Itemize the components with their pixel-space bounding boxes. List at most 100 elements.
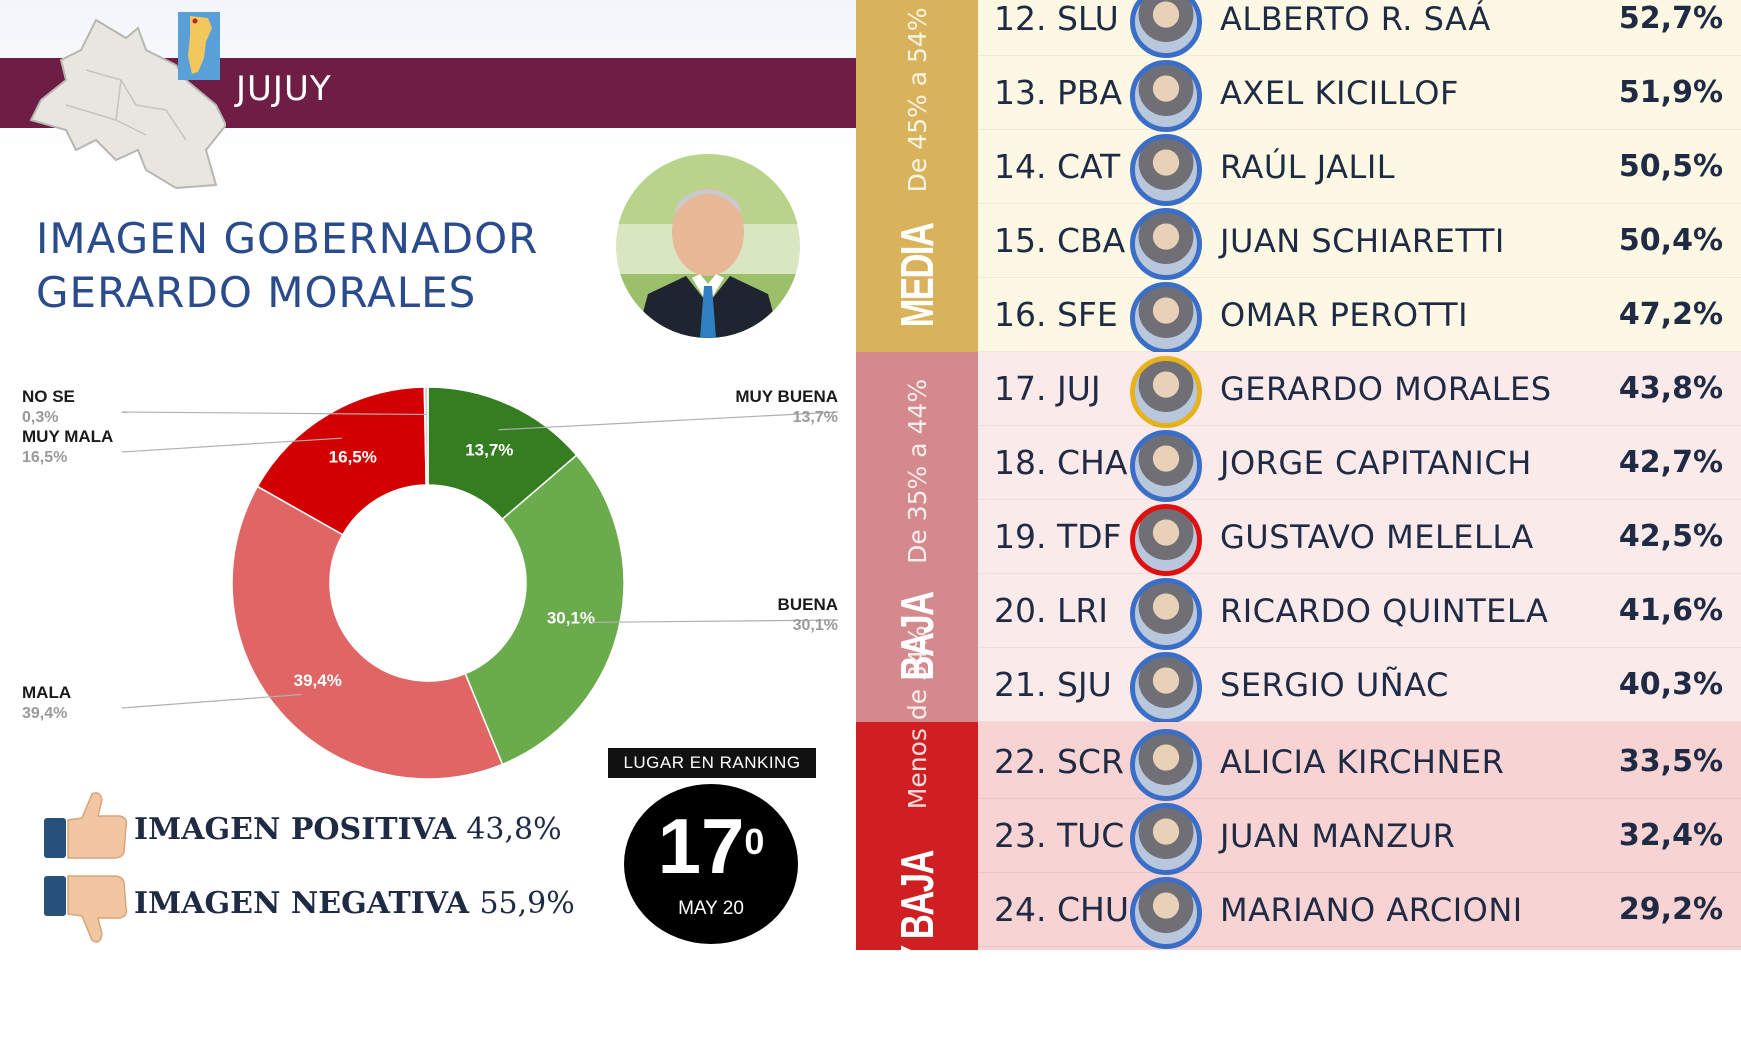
image-percentage: 51,9% (1618, 75, 1723, 110)
rank-province: 22. SCR (994, 742, 1124, 781)
ranking-date: MAY 20 (678, 898, 744, 919)
governor-avatar (1130, 430, 1202, 502)
band-range: De 45% a 54% (902, 7, 932, 193)
callout-line (498, 411, 839, 431)
row-divider (978, 351, 1741, 352)
table-row: 13. PBA AXEL KICILLOF 51,9% (978, 56, 1741, 132)
image-percentage: 40,3% (1618, 667, 1723, 702)
image-percentage: 32,4% (1618, 818, 1723, 853)
category-label: MUY MALA (22, 427, 113, 446)
category-value-label: 0,3% (22, 409, 58, 426)
governor-avatar (1130, 60, 1202, 132)
row-divider (978, 872, 1741, 873)
image-percentage: 42,5% (1618, 519, 1723, 554)
governor-name: GERARDO MORALES (1220, 370, 1552, 408)
governor-name: AXEL KICILLOF (1220, 74, 1459, 112)
band-side-media: MEDIA De 45% a 54% (856, 0, 978, 352)
band-media: MEDIA De 45% a 54% 12. SLU ALBERTO R. SAÁ 52… (856, 0, 1741, 354)
band-body (978, 352, 1741, 722)
governor-image-panel: JUJUY IMAGEN GOBERNADOR GERARDO MORALES … (0, 0, 856, 950)
ranking-badge: 170 MAY 20 (624, 784, 798, 944)
rank-province: 24. CHU (994, 890, 1129, 929)
governor-name: ALICIA KIRCHNER (1220, 743, 1505, 781)
category-label: NO SE (22, 387, 75, 406)
callout-line (121, 411, 427, 416)
positive-label: IMAGEN POSITIVA (134, 812, 456, 847)
category-value-label: 39,4% (22, 705, 67, 722)
row-divider (978, 798, 1741, 799)
governor-ranking-table: MEDIA De 45% a 54% 12. SLU ALBERTO R. SAÁ 52… (856, 0, 1741, 1019)
category-label: MUY BUENA (735, 387, 838, 406)
rank-province: 12. SLU (994, 0, 1119, 38)
row-divider (978, 277, 1741, 278)
image-percentage: 52,7% (1618, 1, 1723, 36)
table-row: 22. SCR ALICIA KIRCHNER 33,5% (978, 725, 1741, 801)
ranking-degree: 0 (744, 821, 765, 862)
row-divider (978, 55, 1741, 56)
table-row: 15. CBA JUAN SCHIARETTI 50,4% (978, 204, 1741, 280)
callout-line (591, 619, 839, 623)
table-row: 24. CHU MARIANO ARCIONI 29,2% (978, 873, 1741, 949)
slice-value-label: 30,1% (547, 608, 595, 627)
band-label-inner: MEDIA De 45% a 54% (890, 7, 944, 344)
governor-avatar (1130, 208, 1202, 280)
governor-avatar (1130, 504, 1202, 576)
image-percentage: 43,8% (1618, 371, 1723, 406)
image-percentage: 41,6% (1618, 593, 1723, 628)
governor-name: MARIANO ARCIONI (1220, 891, 1523, 929)
governor-name: RAÚL JALIL (1220, 148, 1396, 186)
negative-value: 55,9% (479, 886, 575, 921)
slice-value-label: 39,4% (294, 671, 342, 690)
argentina-map-icon (178, 12, 220, 80)
row-divider (978, 946, 1741, 947)
band-label-inner: MUY BAJA Menos de 34% (890, 625, 944, 1046)
row-divider (978, 499, 1741, 500)
table-row: 18. CHA JORGE CAPITANICH 42,7% (978, 426, 1741, 502)
image-donut-chart: 13,7% MUY BUENA 13,7% 30,1% BUENA 30,1% 39,4% M… (22, 386, 839, 780)
governor-avatar (1130, 729, 1202, 801)
band-body (978, 0, 1741, 352)
positive-value: 43,8% (466, 812, 562, 847)
rank-province: 19. TDF (994, 517, 1122, 556)
positive-image: IMAGEN POSITIVA 43,8% (134, 812, 562, 847)
ranking-number: 170 (657, 802, 765, 890)
rank-province: 15. CBA (994, 221, 1126, 260)
governor-name: RICARDO QUINTELA (1220, 592, 1549, 630)
category-value-label: 30,1% (793, 617, 838, 634)
callout-line (121, 437, 342, 453)
band-side-muy-baja: MUY BAJA Menos de 34% (856, 625, 978, 1019)
headline-line-1: IMAGEN GOBERNADOR (36, 214, 539, 263)
image-percentage: 50,5% (1618, 149, 1723, 184)
rank-province: 18. CHA (994, 443, 1128, 482)
image-percentage: 29,2% (1618, 892, 1723, 927)
table-row: 16. SFE OMAR PEROTTI 47,2% (978, 278, 1741, 354)
slice-no-se (423, 386, 429, 486)
row-divider (978, 129, 1741, 130)
slice-value-label: 16,5% (329, 448, 377, 467)
category-label: MALA (22, 683, 71, 702)
table-row: 14. CAT RAÚL JALIL 50,5% (978, 130, 1741, 206)
band-range: De 35% a 44% (902, 378, 932, 564)
band-body (978, 722, 1741, 950)
thumbs-up-icon (44, 792, 128, 859)
governor-avatar (1130, 0, 1202, 58)
governor-avatar (1130, 356, 1202, 428)
row-divider (978, 647, 1741, 648)
slice-value-label: 13,7% (465, 440, 513, 459)
slice-buena (464, 454, 625, 766)
governor-name: JUAN MANZUR (1220, 817, 1456, 855)
band-name: MUY BAJA (891, 851, 943, 1019)
table-row: 23. TUC JUAN MANZUR 32,4% (978, 799, 1741, 875)
rank-province: 17. JUJ (994, 369, 1101, 408)
governor-avatar (1130, 652, 1202, 724)
row-divider (978, 425, 1741, 426)
rank-province: 21. SJU (994, 665, 1112, 704)
governor-name: OMAR PEROTTI (1220, 296, 1468, 334)
governor-name: JUAN SCHIARETTI (1220, 222, 1505, 260)
category-value-label: 13,7% (793, 409, 838, 426)
governor-avatar (1130, 282, 1202, 354)
governor-name: JORGE CAPITANICH (1220, 444, 1532, 482)
rank-province: 23. TUC (994, 816, 1125, 855)
governor-avatar (1130, 803, 1202, 875)
row-divider (978, 721, 1741, 722)
